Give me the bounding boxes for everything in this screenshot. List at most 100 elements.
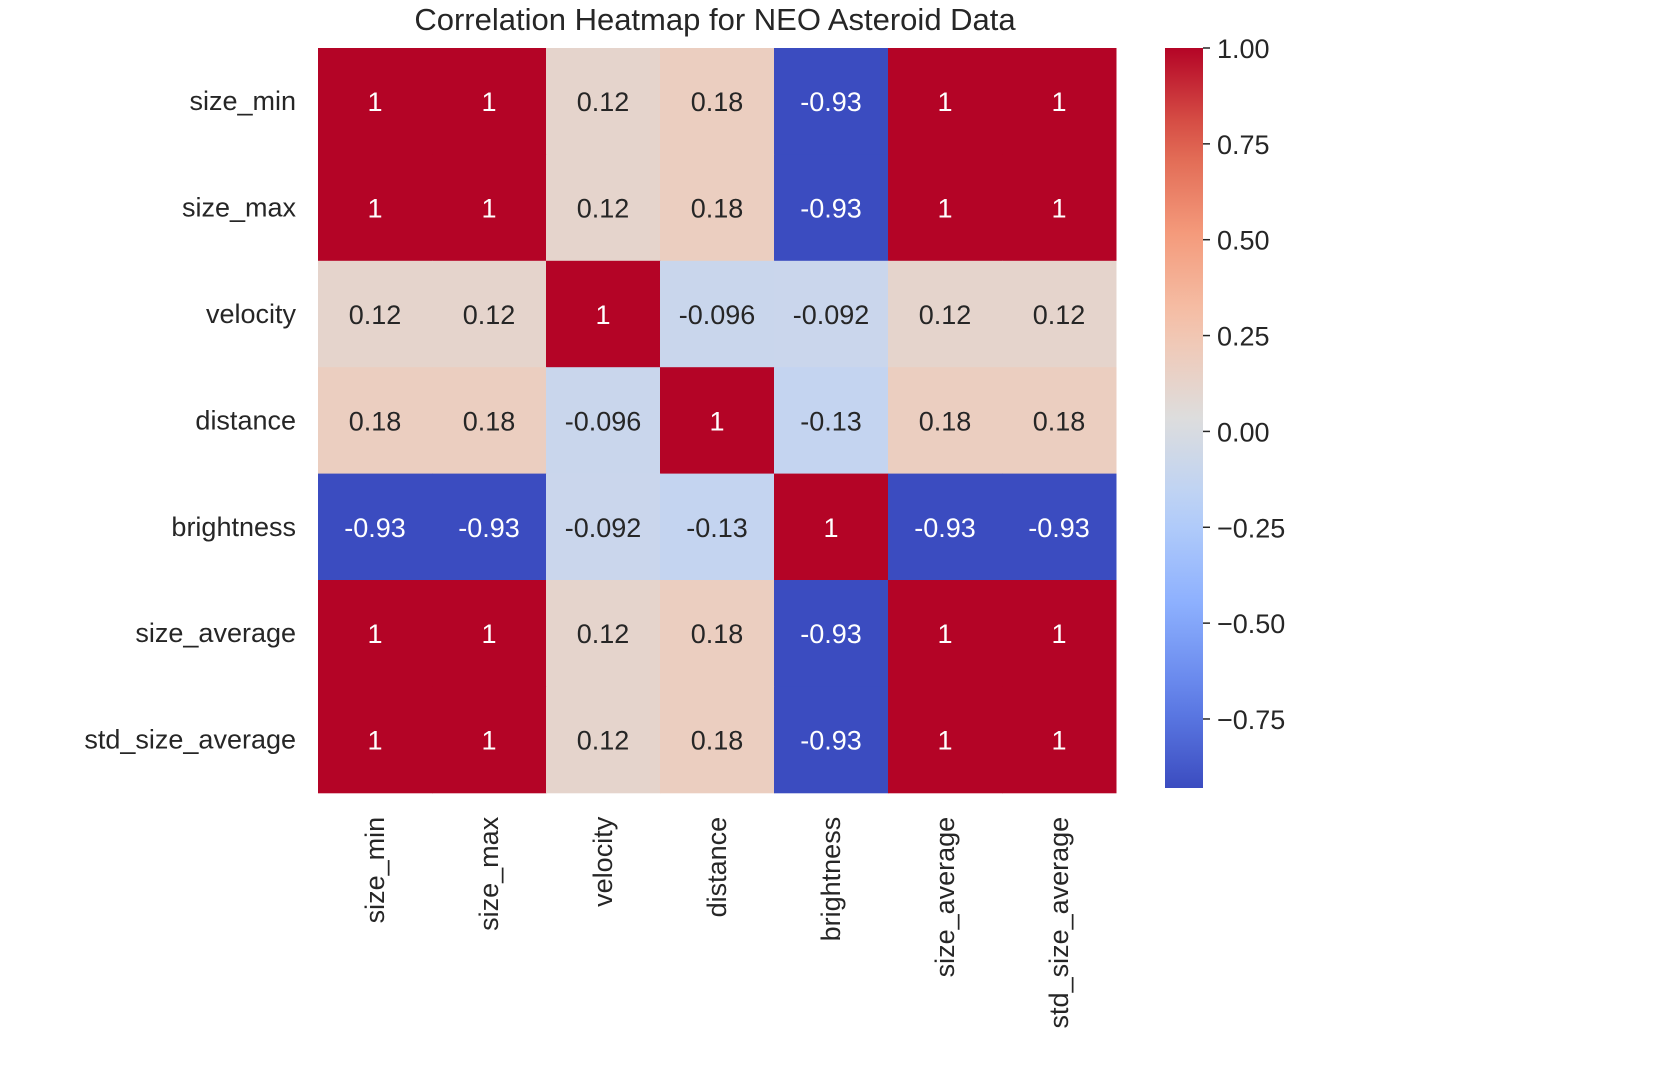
- cell-annotation: -0.93: [800, 194, 862, 224]
- cell-annotation: 1: [367, 194, 382, 224]
- heatmap-cell: [660, 473, 775, 581]
- heatmap-cell: [774, 260, 889, 368]
- heatmap-cell: [318, 686, 433, 794]
- y-tick-label: size_min: [189, 86, 296, 116]
- y-tick-label: size_max: [182, 193, 297, 223]
- heatmap-cell: [888, 260, 1003, 368]
- cell-annotation: -0.93: [458, 513, 520, 543]
- heatmap-cell: [888, 580, 1003, 687]
- heatmap-cell: [1002, 367, 1117, 475]
- heatmap-cell: [888, 367, 1003, 475]
- cell-annotation: 0.18: [691, 619, 744, 649]
- heatmap-cell: [774, 367, 889, 475]
- cell-annotation: 1: [1051, 87, 1066, 117]
- heatmap-cell: [660, 367, 775, 475]
- colorbar: 1.00 0.75 0.50 0.25 0.00 −0.25 −0.50 −0.75: [1165, 34, 1285, 788]
- heatmap-cell: [660, 686, 775, 794]
- heatmap-cell: [660, 154, 775, 262]
- cell-annotation: 1: [937, 87, 952, 117]
- x-tick-label: brightness: [816, 817, 846, 942]
- heatmap-cell: [888, 154, 1003, 262]
- cell-annotation: 0.18: [463, 406, 516, 436]
- heatmap-cell: [432, 473, 547, 581]
- cell-annotation: 0.18: [691, 194, 744, 224]
- heatmap-cell: [660, 260, 775, 368]
- heatmap-cell: [318, 580, 433, 687]
- cell-annotation: 0.18: [349, 406, 402, 436]
- cell-annotation: 0.12: [577, 87, 630, 117]
- cell-annotation: -0.096: [679, 300, 756, 330]
- cell-annotation: 0.12: [919, 300, 972, 330]
- y-tick-label: brightness: [171, 512, 296, 542]
- cell-annotation: 1: [709, 406, 724, 436]
- colorbar-gradient: [1165, 48, 1203, 788]
- cell-annotation: 0.18: [1033, 406, 1086, 436]
- x-tick-label: velocity: [588, 816, 618, 907]
- colorbar-tick-label: −0.75: [1217, 705, 1285, 735]
- x-tick-label: size_average: [930, 817, 960, 978]
- heatmap-cell: [432, 686, 547, 794]
- cell-annotation: -0.93: [800, 619, 862, 649]
- cell-annotation: 1: [937, 726, 952, 756]
- heatmap-cell: [546, 260, 661, 368]
- cell-annotation: -0.93: [914, 513, 976, 543]
- cell-annotation: 0.18: [919, 406, 972, 436]
- y-tick-label: size_average: [135, 618, 296, 648]
- x-axis-tick-labels: size_min size_max velocity distance brightne…: [360, 816, 1074, 1028]
- heatmap-cell: [774, 473, 889, 581]
- cell-annotation: -0.092: [793, 300, 870, 330]
- heatmap-cell: [318, 154, 433, 262]
- cell-annotation: 1: [367, 619, 382, 649]
- cell-annotation: 1: [1051, 619, 1066, 649]
- cell-annotation: 0.18: [691, 87, 744, 117]
- heatmap-cell: [546, 473, 661, 581]
- cell-annotation: -0.93: [1028, 513, 1090, 543]
- heatmap-cell: [660, 48, 775, 155]
- heatmap-cell: [432, 260, 547, 368]
- heatmap-cell: [1002, 48, 1117, 155]
- heatmap-cell: [1002, 260, 1117, 368]
- heatmap-cell: [888, 686, 1003, 794]
- heatmap-cell: [318, 260, 433, 368]
- heatmap-cell: [432, 154, 547, 262]
- heatmap-cell: [432, 580, 547, 687]
- heatmap-cell: [1002, 580, 1117, 687]
- heatmap-cell: [546, 154, 661, 262]
- cell-annotation: -0.13: [686, 513, 748, 543]
- cell-annotation: 1: [937, 619, 952, 649]
- heatmap-cell: [1002, 686, 1117, 794]
- y-tick-label: distance: [195, 405, 296, 435]
- cell-annotation: 1: [595, 300, 610, 330]
- heatmap-cell: [1002, 154, 1117, 262]
- colorbar-tick-label: 0.50: [1217, 226, 1270, 256]
- heatmap-cell: [546, 686, 661, 794]
- heatmap-cell: [888, 473, 1003, 581]
- y-tick-label: std_size_average: [84, 725, 296, 755]
- colorbar-ticks: 1.00 0.75 0.50 0.25 0.00 −0.25 −0.50 −0.75: [1203, 34, 1285, 735]
- cell-annotation: 0.12: [349, 300, 402, 330]
- x-tick-label: std_size_average: [1044, 817, 1074, 1029]
- cell-annotation: 1: [481, 87, 496, 117]
- cell-annotation: -0.93: [800, 87, 862, 117]
- colorbar-tick-label: 0.75: [1217, 130, 1270, 160]
- cell-annotation: 1: [481, 726, 496, 756]
- colorbar-tick-label: 1.00: [1217, 34, 1270, 64]
- cell-annotation: 1: [367, 87, 382, 117]
- cell-annotation: 1: [1051, 726, 1066, 756]
- colorbar-tick-label: −0.50: [1217, 609, 1285, 639]
- colorbar-tick-label: 0.00: [1217, 417, 1270, 447]
- heatmap-cell: [774, 580, 889, 687]
- cell-annotation: 1: [1051, 194, 1066, 224]
- heatmap-cell: [774, 48, 889, 155]
- cell-annotation: 0.12: [463, 300, 516, 330]
- cell-annotation: 1: [823, 513, 838, 543]
- cell-annotation: 1: [937, 194, 952, 224]
- heatmap-cell: [546, 48, 661, 155]
- colorbar-tick-label: −0.25: [1217, 513, 1285, 543]
- heatmap-cell: [318, 367, 433, 475]
- cell-annotation: -0.93: [800, 726, 862, 756]
- cell-annotations: 1 1 0.12 0.18 -0.93 1 1 1 1 0.12 0.18 -0.93 1 1 0.12 0.…: [344, 87, 1090, 755]
- cell-annotation: 0.12: [1033, 300, 1086, 330]
- heatmap-cell: [774, 154, 889, 262]
- cell-annotation: 0.18: [691, 726, 744, 756]
